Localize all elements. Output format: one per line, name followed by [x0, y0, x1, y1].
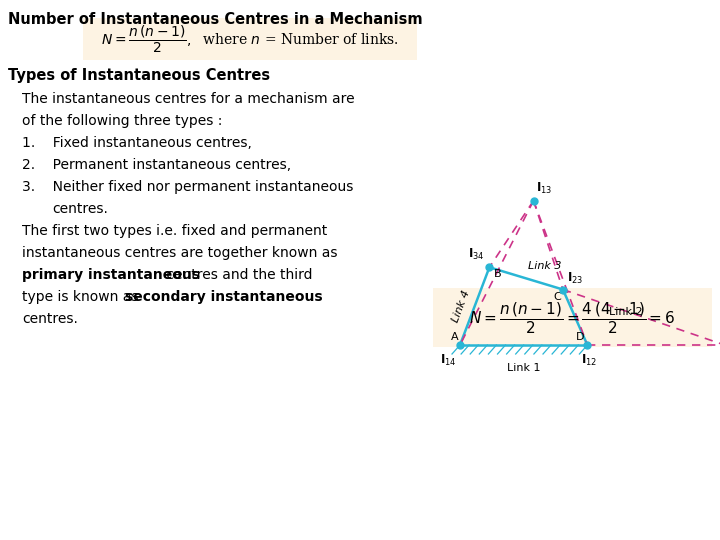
Text: of the following three types :: of the following three types : — [22, 114, 222, 128]
Text: B: B — [493, 269, 501, 279]
Text: D: D — [576, 332, 585, 342]
Text: $\mathbf{I}_{13}$: $\mathbf{I}_{13}$ — [536, 180, 553, 195]
Text: centres and the third: centres and the third — [162, 268, 312, 282]
Text: A: A — [451, 332, 459, 342]
Text: C: C — [553, 293, 561, 302]
Text: centres.: centres. — [52, 202, 108, 216]
Text: 3.    Neither fixed nor permanent instantaneous: 3. Neither fixed nor permanent instantan… — [22, 180, 354, 194]
Text: centres.: centres. — [22, 312, 78, 326]
Text: $\mathbf{I}_{12}$: $\mathbf{I}_{12}$ — [581, 353, 598, 368]
Text: Number of Instantaneous Centres in a Mechanism: Number of Instantaneous Centres in a Mec… — [8, 12, 423, 27]
Text: type is known as: type is known as — [22, 290, 143, 304]
FancyBboxPatch shape — [433, 288, 712, 347]
Text: Link 2: Link 2 — [609, 307, 643, 317]
Text: $\mathbf{I}_{14}$: $\mathbf{I}_{14}$ — [440, 353, 456, 368]
Text: Link 3: Link 3 — [528, 261, 562, 272]
Text: 1.    Fixed instantaneous centres,: 1. Fixed instantaneous centres, — [22, 136, 252, 150]
Text: Link 4: Link 4 — [450, 289, 472, 323]
Text: $N = \dfrac{n\,(n-1)}{2} = \dfrac{4\,(4-1)}{2} = 6$: $N = \dfrac{n\,(n-1)}{2} = \dfrac{4\,(4-… — [469, 300, 675, 336]
FancyBboxPatch shape — [83, 18, 417, 60]
Text: The instantaneous centres for a mechanism are: The instantaneous centres for a mechanis… — [22, 92, 355, 106]
Text: Types of Instantaneous Centres: Types of Instantaneous Centres — [8, 68, 270, 83]
Text: Link 1: Link 1 — [507, 363, 541, 373]
Text: The first two types i.e. fixed and permanent: The first two types i.e. fixed and perma… — [22, 224, 328, 238]
Text: 2.    Permanent instantaneous centres,: 2. Permanent instantaneous centres, — [22, 158, 291, 172]
Text: $\mathbf{I}_{23}$: $\mathbf{I}_{23}$ — [567, 271, 583, 286]
Text: instantaneous centres are together known as: instantaneous centres are together known… — [22, 246, 338, 260]
Text: secondary instantaneous: secondary instantaneous — [125, 290, 323, 304]
Text: primary instantaneous: primary instantaneous — [22, 268, 200, 282]
Text: $N = \dfrac{n\,(n-1)}{2},$  where $n$ = Number of links.: $N = \dfrac{n\,(n-1)}{2},$ where $n$ = N… — [101, 23, 399, 55]
Text: $\mathbf{I}_{34}$: $\mathbf{I}_{34}$ — [468, 247, 485, 262]
